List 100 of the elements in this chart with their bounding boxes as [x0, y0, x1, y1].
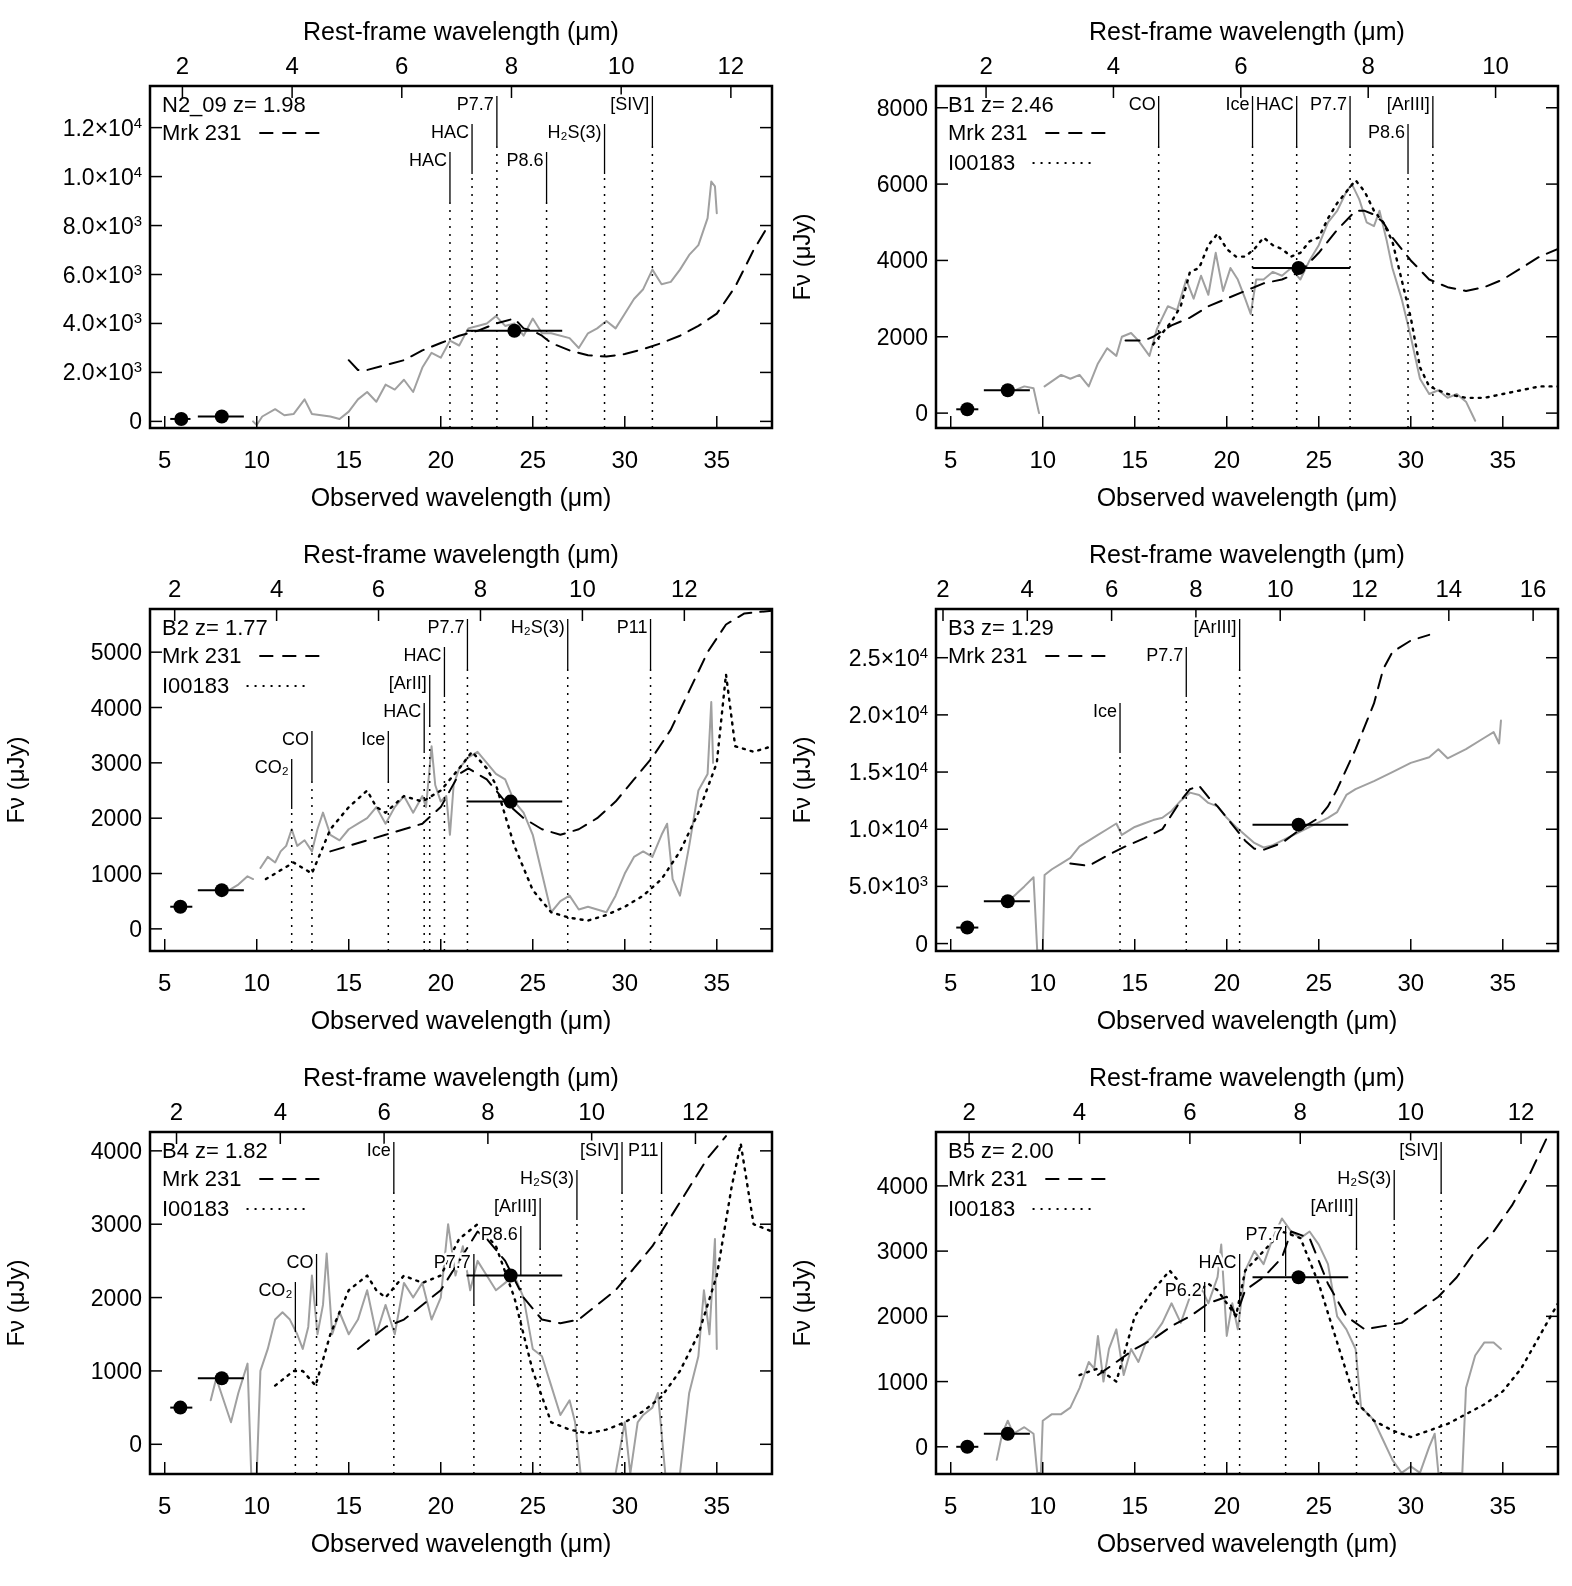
ref-line-label: H₂S(3)	[1337, 1168, 1392, 1188]
ref-line-label: P7.7	[1146, 645, 1184, 665]
x2-tick-label: 2	[169, 1098, 184, 1125]
ref-line-label: Ice	[1225, 94, 1250, 114]
x-tick-label: 20	[1213, 446, 1241, 473]
annotation: B5 z= 2.00	[948, 1138, 1054, 1163]
x-tick-label: 30	[1397, 969, 1425, 996]
x-tick-label: 10	[243, 1492, 271, 1519]
y-tick-label: 0	[129, 1431, 142, 1458]
x-tick-label: 15	[1121, 969, 1149, 996]
y-tick-label: 8.0×10$^{3}$	[62, 211, 142, 239]
ref-line-label: HAC	[383, 701, 422, 721]
x2-tick-label: 4	[1072, 1098, 1087, 1125]
x-tick-label: 10	[243, 446, 271, 473]
y-tick-label: 1.0×10$^{4}$	[62, 162, 142, 190]
ref-line-label: P7.7	[427, 617, 465, 637]
y-tick-label: 3000	[90, 1211, 142, 1238]
ref-line-label: P7.7	[433, 1252, 471, 1272]
x2-tick-label: 2	[175, 52, 190, 79]
ref-line-label: Ice	[366, 1140, 391, 1160]
y-tick-label: 1000	[90, 860, 142, 887]
legend-label: I00183	[162, 1196, 230, 1221]
y-tick-label: 1.0×10$^{4}$	[848, 814, 928, 843]
x2-tick-label: 10	[578, 1098, 606, 1125]
ref-line-label: HAC	[1255, 94, 1294, 114]
x-tick-label: 15	[335, 1492, 363, 1519]
x-tick-label: 35	[1489, 446, 1517, 473]
y-tick-label: 3000	[90, 749, 142, 776]
ref-line-label: CO	[281, 729, 309, 749]
ref-line-label: HAC	[1198, 1252, 1237, 1272]
ref-line-label: [ArIII]	[1193, 617, 1237, 637]
x-tick-label: 10	[1029, 446, 1057, 473]
ref-line-label: [ArII]	[388, 673, 427, 693]
x-tick-label: 15	[1121, 1492, 1149, 1519]
x-tick-label: 35	[703, 969, 731, 996]
x2-tick-label: 10	[1397, 1098, 1424, 1125]
ref-line-label: HAC	[403, 645, 442, 665]
annotation: B1 z= 2.46	[948, 92, 1054, 117]
ref-line-label: P8.6	[1367, 122, 1406, 142]
x-tick-label: 30	[611, 446, 639, 473]
legend-label: Mrk 231	[948, 120, 1028, 145]
x2-tick-label: 8	[481, 1098, 495, 1125]
x2-tick-label: 2	[167, 575, 182, 602]
x2-tick-label: 10	[1266, 575, 1294, 602]
x-tick-label: 35	[1489, 969, 1517, 996]
x2-tick-label: 10	[569, 575, 596, 602]
y-tick-label: 2.0×10$^{4}$	[848, 700, 928, 728]
y-tick-label: 4000	[876, 1172, 928, 1199]
y-tick-label: 6.0×10$^{3}$	[62, 260, 142, 288]
y-tick-label: 0	[129, 408, 142, 435]
x-tick-label: 5	[944, 446, 958, 473]
x-tick-label: 10	[243, 969, 271, 996]
ref-line-label: P8.6	[506, 150, 544, 170]
x-axis-title: Observed wavelength (μm)	[1096, 483, 1398, 511]
x2-axis-title: Rest-frame wavelength (μm)	[303, 1063, 619, 1091]
y-tick-label: 0	[915, 930, 928, 957]
ref-line-label: H₂S(3)	[519, 1168, 574, 1188]
x-tick-label: 5	[944, 969, 958, 996]
x2-tick-label: 4	[285, 52, 299, 79]
x-tick-label: 15	[335, 969, 363, 996]
x-tick-label: 20	[427, 446, 455, 473]
y-tick-label: 1000	[876, 1368, 928, 1395]
y-tick-label: 3000	[876, 1238, 928, 1265]
x2-tick-label: 6	[371, 575, 386, 602]
x2-tick-label: 10	[607, 52, 635, 79]
legend-label: I00183	[948, 150, 1016, 175]
ref-line-label: P7.7	[1245, 1224, 1283, 1244]
y-tick-label: 0	[129, 915, 142, 942]
ref-line-label: P11	[627, 1140, 659, 1160]
x-tick-label: 5	[158, 969, 172, 996]
legend-label: Mrk 231	[948, 1166, 1028, 1191]
y-tick-label: 1.2×10$^{4}$	[62, 113, 142, 141]
x2-tick-label: 4	[1020, 575, 1034, 602]
x2-tick-label: 6	[1234, 52, 1248, 79]
x2-tick-label: 4	[273, 1098, 287, 1125]
y-tick-label: 2000	[90, 1284, 142, 1311]
ref-line-label: [ArIII]	[1386, 94, 1430, 114]
y-tick-label: 6000	[876, 171, 928, 198]
y-tick-label: 1000	[90, 1357, 142, 1384]
x-tick-label: 30	[611, 1492, 639, 1519]
y-tick-label: 0	[915, 1433, 928, 1460]
y-tick-label: 4000	[876, 247, 928, 274]
x-tick-label: 20	[1213, 1492, 1241, 1519]
x-tick-label: 35	[703, 1492, 731, 1519]
x2-axis-title: Rest-frame wavelength (μm)	[1089, 1063, 1405, 1091]
x-tick-label: 30	[1397, 446, 1425, 473]
x2-tick-label: 2	[979, 52, 993, 79]
ref-line-label: P6.2	[1164, 1280, 1202, 1300]
x-axis-title: Observed wavelength (μm)	[310, 483, 612, 511]
x2-tick-label: 4	[1106, 52, 1121, 79]
y-tick-label: 4000	[90, 694, 142, 721]
ref-line-label: [ArIII]	[1310, 1196, 1354, 1216]
x-tick-label: 35	[703, 446, 731, 473]
x2-tick-label: 12	[1351, 575, 1378, 602]
x-tick-label: 10	[1029, 1492, 1057, 1519]
x-tick-label: 5	[158, 446, 172, 473]
x2-tick-label: 16	[1519, 575, 1547, 602]
x-tick-label: 20	[427, 969, 455, 996]
y-tick-label: 2000	[876, 323, 928, 350]
ref-line-label: P7.7	[456, 94, 494, 114]
